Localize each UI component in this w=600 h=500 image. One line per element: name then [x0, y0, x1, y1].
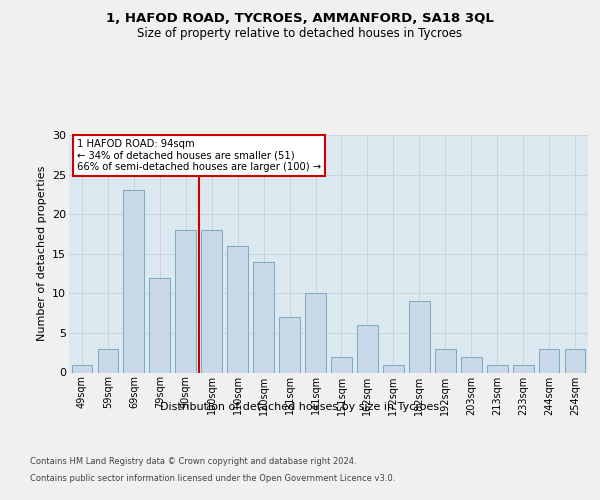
Bar — [539, 349, 559, 372]
Bar — [409, 301, 430, 372]
Text: 1, HAFOD ROAD, TYCROES, AMMANFORD, SA18 3QL: 1, HAFOD ROAD, TYCROES, AMMANFORD, SA18 … — [106, 12, 494, 26]
Bar — [227, 246, 248, 372]
Bar — [202, 230, 222, 372]
Bar — [357, 325, 378, 372]
Bar — [331, 356, 352, 372]
Text: Contains HM Land Registry data © Crown copyright and database right 2024.: Contains HM Land Registry data © Crown c… — [30, 458, 356, 466]
Bar — [124, 190, 144, 372]
Bar — [71, 364, 92, 372]
Text: Size of property relative to detached houses in Tycroes: Size of property relative to detached ho… — [137, 28, 463, 40]
Bar — [487, 364, 508, 372]
Text: Distribution of detached houses by size in Tycroes: Distribution of detached houses by size … — [160, 402, 440, 412]
Bar — [175, 230, 196, 372]
Y-axis label: Number of detached properties: Number of detached properties — [37, 166, 47, 342]
Bar — [461, 356, 482, 372]
Bar — [98, 349, 118, 372]
Bar — [513, 364, 533, 372]
Bar — [435, 349, 455, 372]
Bar — [565, 349, 586, 372]
Text: 1 HAFOD ROAD: 94sqm
← 34% of detached houses are smaller (51)
66% of semi-detach: 1 HAFOD ROAD: 94sqm ← 34% of detached ho… — [77, 138, 321, 172]
Bar — [253, 262, 274, 372]
Bar — [279, 317, 300, 372]
Bar — [383, 364, 404, 372]
Text: Contains public sector information licensed under the Open Government Licence v3: Contains public sector information licen… — [30, 474, 395, 483]
Bar — [305, 294, 326, 372]
Bar — [149, 278, 170, 372]
